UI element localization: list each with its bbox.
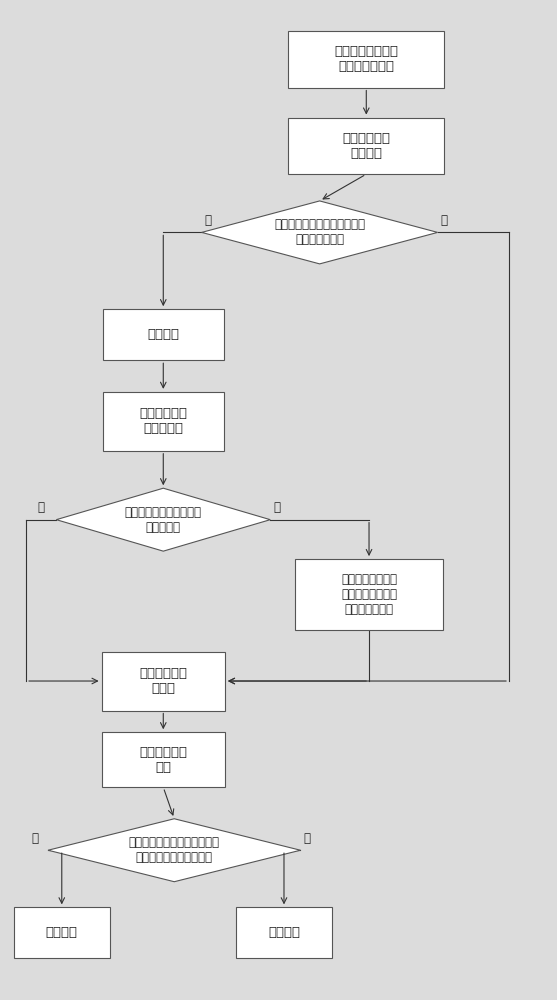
Text: 否: 否 bbox=[303, 832, 310, 845]
Polygon shape bbox=[202, 201, 438, 264]
FancyBboxPatch shape bbox=[288, 118, 444, 174]
FancyBboxPatch shape bbox=[101, 652, 225, 711]
Text: 是: 是 bbox=[37, 501, 44, 514]
Polygon shape bbox=[56, 488, 270, 551]
Text: 对目标含碳量
进行调整: 对目标含碳量 进行调整 bbox=[343, 132, 390, 160]
Text: 是: 是 bbox=[32, 832, 38, 845]
FancyBboxPatch shape bbox=[288, 31, 444, 88]
Text: 反馈调节: 反馈调节 bbox=[268, 926, 300, 939]
Polygon shape bbox=[48, 819, 300, 882]
Text: 对烧结料的用
量进行调节: 对烧结料的用 量进行调节 bbox=[139, 407, 187, 435]
FancyBboxPatch shape bbox=[236, 907, 332, 958]
Text: 是: 是 bbox=[441, 214, 447, 227]
Text: 保持生产: 保持生产 bbox=[46, 926, 78, 939]
Text: 否: 否 bbox=[273, 501, 280, 514]
Text: 判断获取的工业需求指标与目
标工业需求指标是否一致: 判断获取的工业需求指标与目 标工业需求指标是否一致 bbox=[129, 836, 220, 864]
Text: 计算差值: 计算差值 bbox=[147, 328, 179, 341]
FancyBboxPatch shape bbox=[295, 559, 443, 630]
FancyBboxPatch shape bbox=[14, 907, 110, 958]
Text: 进行常规的烧
结生产: 进行常规的烧 结生产 bbox=[139, 667, 187, 695]
FancyBboxPatch shape bbox=[103, 309, 223, 360]
Text: 对变化之后的烧结
料进行理化分析: 对变化之后的烧结 料进行理化分析 bbox=[334, 45, 398, 73]
Text: 判断调节的用量是否在误
差范围之内: 判断调节的用量是否在误 差范围之内 bbox=[125, 506, 202, 534]
FancyBboxPatch shape bbox=[103, 392, 223, 451]
Text: 获取工业需求
指标: 获取工业需求 指标 bbox=[139, 746, 187, 774]
Text: 否: 否 bbox=[204, 214, 212, 227]
Text: 对烧结料的用量进
一步调整直至用量
在误差范围之内: 对烧结料的用量进 一步调整直至用量 在误差范围之内 bbox=[341, 573, 397, 616]
Text: 判断烧结料中的含碳量与目标
含碳量是否一致: 判断烧结料中的含碳量与目标 含碳量是否一致 bbox=[274, 218, 365, 246]
FancyBboxPatch shape bbox=[101, 732, 225, 787]
